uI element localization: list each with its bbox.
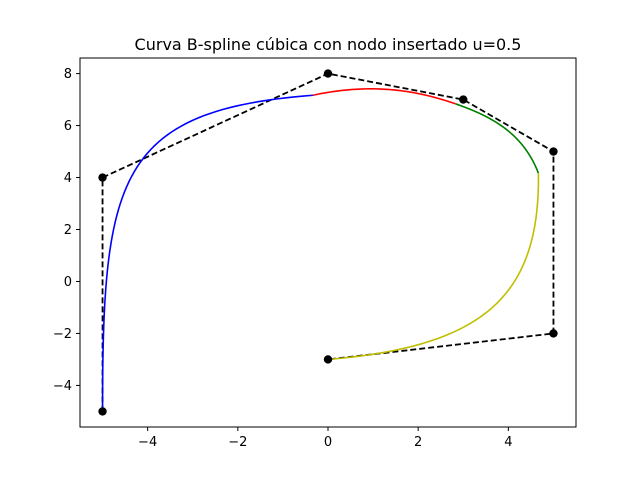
x-tick-label: 0 xyxy=(324,435,332,450)
curve-segment-3 xyxy=(455,103,540,174)
curve-layer xyxy=(101,88,540,412)
chart-title: Curva B-spline cúbica con nodo insertado… xyxy=(135,35,522,54)
y-tick-label: 0 xyxy=(64,275,72,290)
y-tick-label: 6 xyxy=(64,119,72,134)
control-point-3 xyxy=(323,69,333,78)
y-tick-label: −4 xyxy=(53,379,72,394)
control-point-4 xyxy=(459,95,468,104)
curve-segment-4 xyxy=(327,173,540,361)
x-tick-label: 2 xyxy=(414,435,422,450)
x-tick-label: 4 xyxy=(504,435,512,450)
control-point-2 xyxy=(98,173,107,182)
control-point-7 xyxy=(323,355,333,364)
control-point-1 xyxy=(98,407,107,416)
plot-area xyxy=(79,57,577,428)
curve-segment-2 xyxy=(312,88,457,105)
x-tick-label: −4 xyxy=(138,435,157,450)
x-tick-label: −2 xyxy=(228,435,247,450)
control-point-6 xyxy=(549,329,558,338)
y-tick-label: −2 xyxy=(53,327,72,342)
control-points-layer xyxy=(98,69,558,416)
y-tick-label: 4 xyxy=(64,171,72,186)
curve-segment-1 xyxy=(101,94,314,412)
y-tick-label: 8 xyxy=(64,67,72,82)
y-tick-label: 2 xyxy=(64,223,72,238)
control-point-5 xyxy=(549,147,558,156)
axis-ticks: −4 −2 0 2 4 −4 −2 0 2 4 6 8 xyxy=(53,67,513,450)
